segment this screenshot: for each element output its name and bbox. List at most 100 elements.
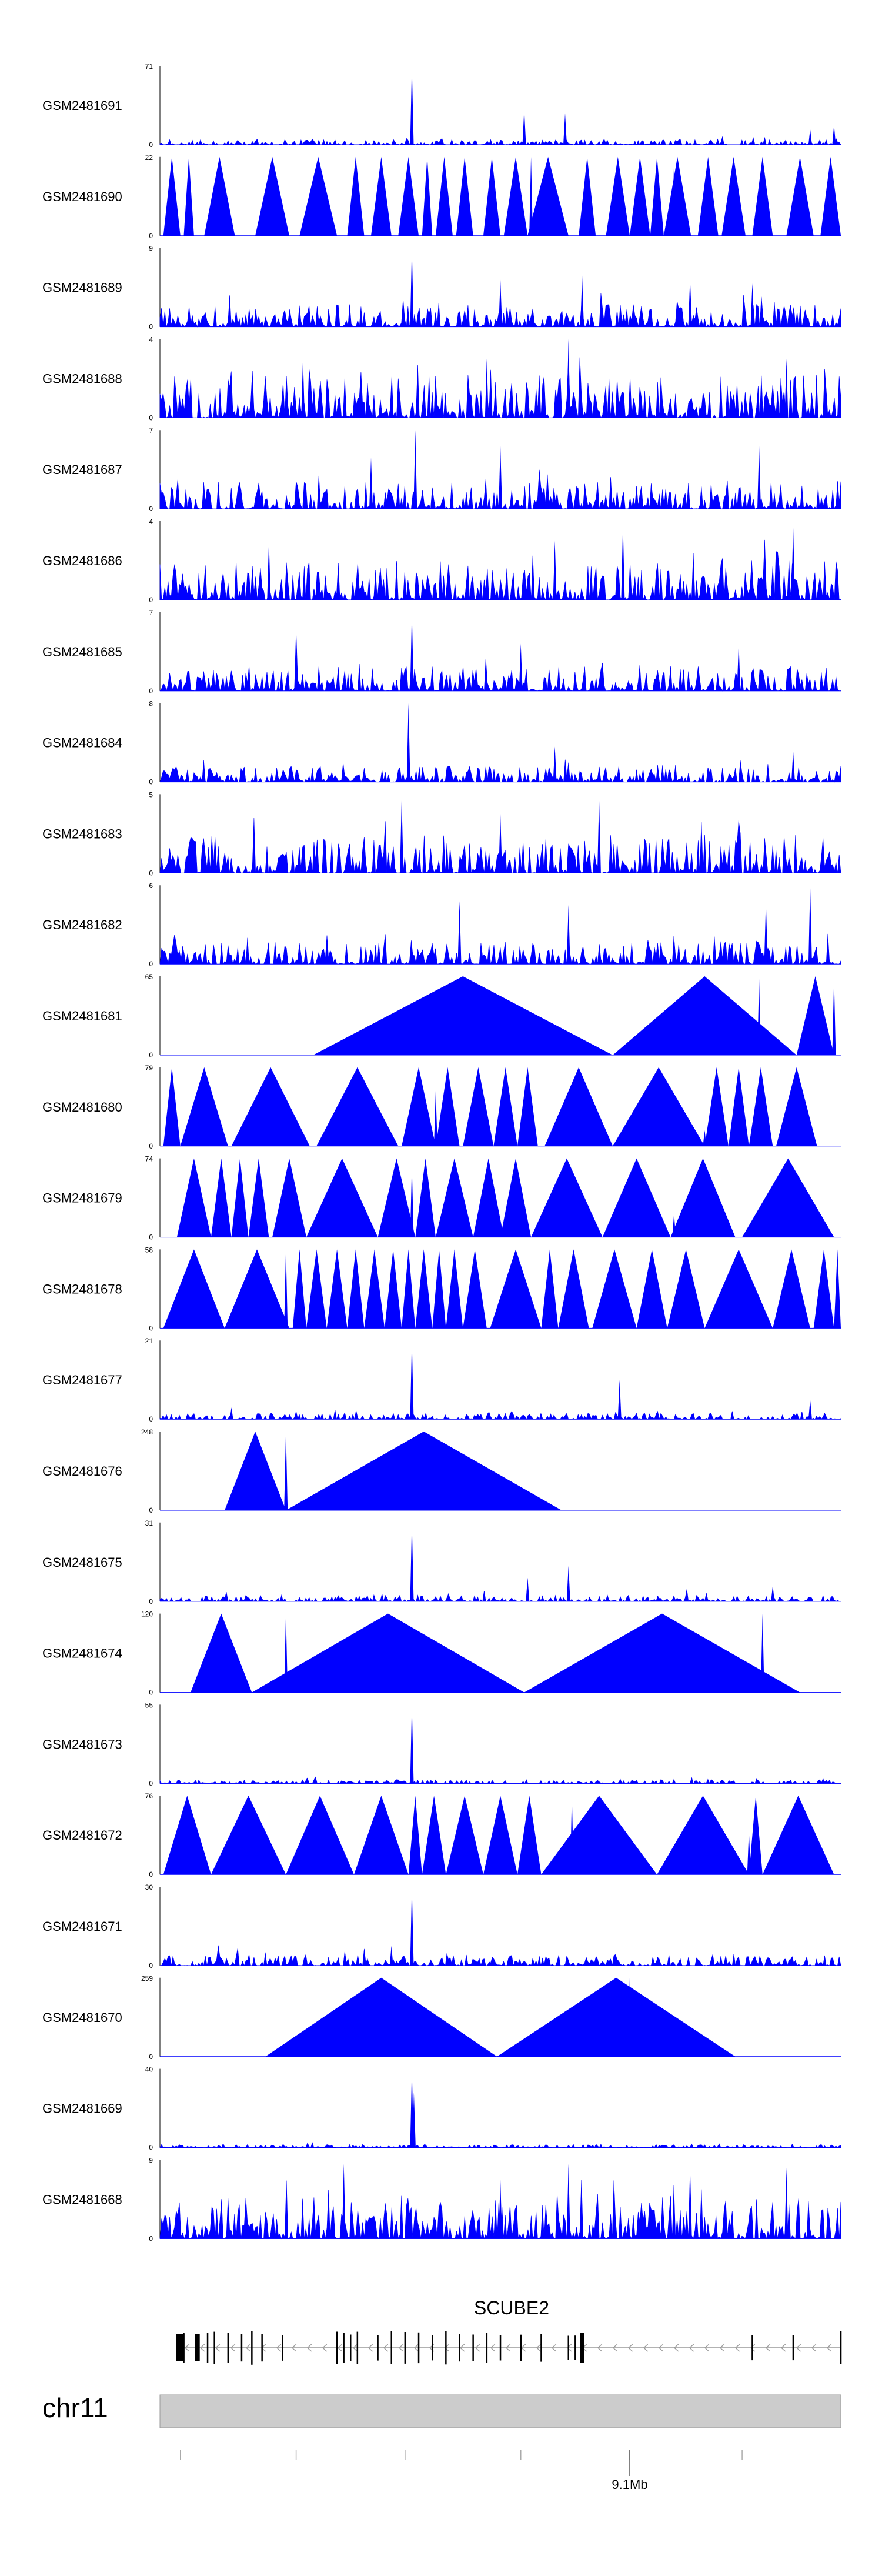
y-max-tick-label: 8 (149, 700, 153, 708)
signal-peak (410, 248, 414, 327)
strand-arrow (826, 2344, 832, 2352)
y-max-tick-label: 7 (149, 426, 153, 435)
signal-peak (410, 1340, 414, 1420)
strand-arrow (490, 2344, 496, 2352)
coverage-triangle (742, 1158, 834, 1237)
signal-peak (791, 525, 795, 600)
coverage-triangle (663, 156, 691, 236)
coverage-triangle (721, 156, 746, 236)
signal-peak (566, 339, 570, 418)
coverage-triangle (749, 1067, 773, 1146)
signal-peak (457, 901, 462, 965)
signal-peak (229, 1407, 233, 1420)
track-GSM2481670: GSM2481670 259 0 (42, 1974, 841, 2061)
signal-peak (499, 446, 502, 509)
strand-arrow (383, 2344, 389, 2352)
signal-peak (362, 2017, 366, 2057)
gene-exon (540, 2334, 542, 2362)
coverage-triangle (704, 1249, 773, 1329)
y-min-tick-label: 0 (149, 2053, 153, 2061)
signal-peak (284, 1613, 288, 1693)
strand-arrow (199, 2344, 205, 2352)
coverage-triangle (446, 1796, 483, 1875)
y-min-tick-label: 0 (149, 1870, 153, 1878)
track-label: GSM2481678 (42, 1282, 122, 1296)
gene-exon (336, 2331, 338, 2364)
gene-exon (261, 2334, 263, 2362)
coverage-area (159, 1776, 841, 1784)
y-max-tick-label: 248 (141, 1428, 153, 1436)
coverage-triangle (541, 1249, 559, 1329)
coverage-triangle (204, 156, 235, 236)
coverage-triangle (517, 1796, 542, 1875)
track-label: GSM2481679 (42, 1191, 122, 1206)
strand-arrow (719, 2344, 725, 2352)
strand-arrow (276, 2344, 282, 2352)
y-max-tick-label: 58 (145, 1246, 153, 1254)
signal-peak (485, 358, 489, 418)
signal-peak (400, 798, 404, 873)
coverage-triangle (436, 1067, 460, 1146)
gene-exon (183, 2333, 185, 2363)
coverage-triangle (408, 1796, 422, 1875)
gene-exon (574, 2335, 576, 2360)
track-label: GSM2481690 (42, 189, 122, 204)
coverage-area (159, 1945, 841, 1967)
track-GSM2481677: GSM2481677 21 0 (42, 1337, 841, 1423)
signal-peak (284, 1432, 288, 1510)
gene-exon (377, 2335, 379, 2361)
signal-peak (628, 1977, 632, 2057)
track-GSM2481679: GSM2481679 74 0 (42, 1155, 841, 1242)
track-label: GSM2481669 (42, 2101, 122, 2116)
track-GSM2481691: GSM2481691 71 0 (42, 62, 841, 149)
gene-exon (251, 2331, 253, 2365)
y-max-tick-label: 40 (145, 2066, 153, 2074)
strand-arrow (413, 2344, 419, 2352)
track-GSM2481674: GSM2481674 120 0 (42, 1610, 841, 1697)
track-label: GSM2481689 (42, 281, 122, 295)
signal-peak (342, 2164, 346, 2239)
signal-peak (760, 1613, 764, 1693)
y-max-tick-label: 5 (149, 790, 153, 799)
strand-arrow (230, 2344, 236, 2352)
signal-peak (413, 430, 417, 509)
track-GSM2481673: GSM2481673 55 0 (42, 1701, 841, 1787)
gene-exon (580, 2333, 584, 2363)
coverage-area (159, 539, 841, 601)
coverage-triangle (579, 156, 596, 236)
strand-arrow (780, 2344, 786, 2352)
strand-arrow (566, 2344, 572, 2352)
coverage-triangle (517, 1067, 538, 1146)
signal-peak (553, 746, 557, 782)
y-min-tick-label: 0 (149, 2144, 153, 2152)
signal-peak (764, 901, 768, 965)
coverage-triangle (316, 1067, 399, 1146)
y-min-tick-label: 0 (149, 232, 153, 240)
signal-peak (750, 283, 754, 327)
y-max-tick-label: 9 (149, 245, 153, 253)
strand-arrow (689, 2344, 694, 2352)
gene-exon (176, 2334, 185, 2361)
gene-exon (751, 2335, 753, 2361)
track-label: GSM2481677 (42, 1373, 122, 1387)
coverage-triangle (371, 156, 392, 236)
strand-arrow (750, 2344, 756, 2352)
coverage-triangle (398, 156, 419, 236)
gene-exon (343, 2333, 345, 2363)
coverage-triangle (422, 156, 433, 236)
y-min-tick-label: 0 (149, 1597, 153, 1606)
coverage-triangle (211, 1796, 286, 1875)
signal-peak (519, 643, 523, 691)
coverage-triangle (762, 1796, 834, 1875)
signal-peak (757, 446, 761, 509)
signal-peak (434, 1831, 437, 1875)
gene-exon (240, 2334, 243, 2362)
y-min-tick-label: 0 (149, 413, 153, 422)
tracks-layer: GSM2481691710GSM2481690220GSM248168990GS… (42, 62, 841, 2243)
signal-peak (522, 109, 526, 145)
coverage-triangle (544, 1067, 613, 1146)
gene-exon (404, 2332, 406, 2364)
coverage-triangle (728, 1067, 749, 1146)
track-GSM2481678: GSM2481678 58 0 (42, 1246, 841, 1332)
coverage-triangle (667, 1249, 705, 1329)
